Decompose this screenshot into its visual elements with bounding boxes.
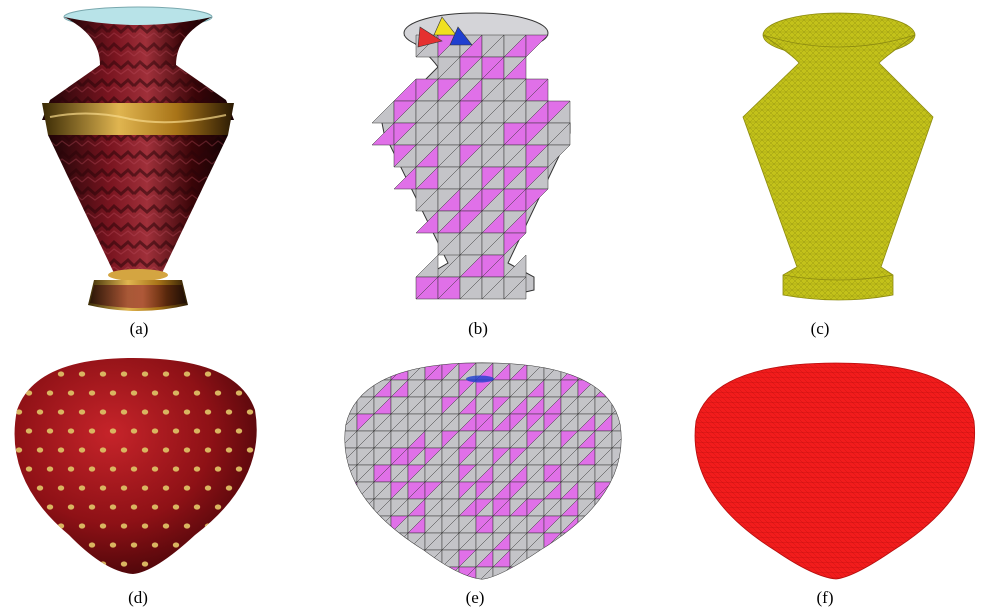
vase-fine-mesh-image xyxy=(742,12,934,301)
strawberry-fine-mesh-image xyxy=(694,362,976,580)
caption-b: (b) xyxy=(468,319,488,338)
caption-c: (c) xyxy=(810,319,830,338)
caption-a: (a) xyxy=(129,319,149,338)
strawberry-coarse-mesh-image xyxy=(344,362,622,580)
caption-d: (d) xyxy=(128,588,148,607)
caption-e: (e) xyxy=(465,588,485,607)
panel-b xyxy=(372,5,582,315)
panel-d xyxy=(5,350,265,585)
panel-c xyxy=(735,5,945,315)
panel-a xyxy=(30,5,240,315)
vase-textured-image xyxy=(42,6,234,311)
caption-f: (f) xyxy=(816,588,834,607)
panel-f xyxy=(690,355,980,585)
vase-coarse-mesh-image xyxy=(372,12,571,300)
panel-e xyxy=(340,355,625,585)
strawberry-textured-image xyxy=(14,358,257,574)
